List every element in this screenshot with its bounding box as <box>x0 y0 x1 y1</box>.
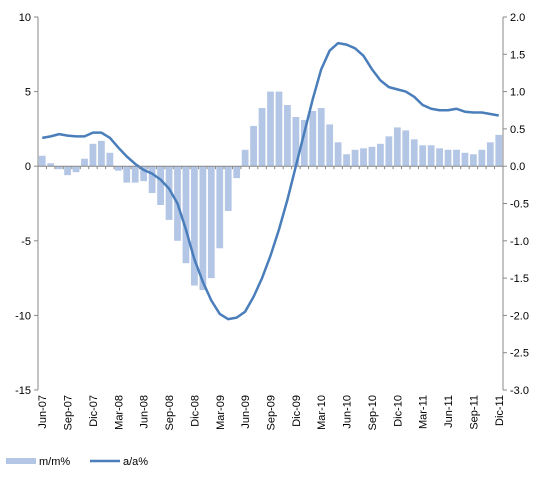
bar <box>114 166 122 171</box>
bar <box>461 152 469 167</box>
x-tick-label: Jun-09 <box>240 395 252 429</box>
bar <box>182 166 190 264</box>
bar <box>300 119 308 167</box>
bar <box>89 143 97 167</box>
y-tick-label: 10 <box>19 12 31 24</box>
bar <box>427 145 435 167</box>
x-tick-label: Jun-07 <box>37 395 49 429</box>
bar <box>131 166 139 183</box>
bar <box>72 166 80 173</box>
bar <box>258 108 266 167</box>
x-tick-label: Dic-10 <box>392 395 404 427</box>
bar <box>334 142 342 167</box>
bar <box>55 166 63 170</box>
bar <box>317 108 325 167</box>
bar <box>292 116 300 167</box>
x-tick-label: Dic-07 <box>88 395 100 427</box>
bar <box>377 143 384 167</box>
bar <box>284 105 291 167</box>
x-tick-label: Sep-10 <box>367 395 379 430</box>
x-tick-label: Mar-08 <box>113 395 125 430</box>
legend-label: m/m% <box>39 456 70 468</box>
x-tick-label: Mar-11 <box>418 395 430 429</box>
x-tick-label: Jun-08 <box>139 395 151 429</box>
y2-tick-label: -1.0 <box>510 236 529 248</box>
x-tick-label: Jun-10 <box>342 395 354 429</box>
line <box>42 41 499 321</box>
bar <box>81 158 88 167</box>
bar <box>351 149 359 167</box>
bar <box>267 91 274 167</box>
bar <box>478 149 486 167</box>
bar <box>385 136 393 167</box>
y2-tick-label: -1.5 <box>510 273 529 285</box>
y2-tick-label: 0.0 <box>510 161 525 173</box>
bar <box>98 140 105 167</box>
bar <box>47 163 55 167</box>
legend-swatch <box>6 458 36 464</box>
bar <box>241 149 249 167</box>
bar <box>326 124 334 167</box>
bar <box>470 154 477 167</box>
bar <box>495 134 503 167</box>
bar <box>436 148 443 167</box>
bar <box>393 127 401 167</box>
y-tick-label: -10 <box>15 310 31 322</box>
x-tick-label: Sep-07 <box>63 395 75 430</box>
x-tick-label: Dic-09 <box>291 395 303 427</box>
bar <box>453 149 460 167</box>
bar <box>157 166 164 205</box>
y2-tick-label: 1.0 <box>510 87 525 99</box>
bar <box>250 125 257 167</box>
bar <box>402 130 410 167</box>
bar <box>224 166 232 211</box>
y2-tick-label: -3.0 <box>510 385 529 397</box>
bar <box>309 110 317 167</box>
x-tick-label: Mar-09 <box>215 395 227 430</box>
x-tick-label: Sep-09 <box>266 395 278 430</box>
x-tick-label: Mar-10 <box>316 395 328 430</box>
bar <box>410 139 418 167</box>
y2-tick-label: -2.5 <box>510 348 529 360</box>
bar <box>191 166 198 286</box>
x-tick-label: Sep-11 <box>468 395 480 430</box>
bar <box>368 146 376 167</box>
bar <box>486 142 494 167</box>
y2-tick-label: 0.5 <box>510 124 525 136</box>
y2-tick-label: -2.0 <box>510 310 529 322</box>
bar <box>444 149 452 167</box>
bar <box>106 152 114 167</box>
bar <box>140 166 148 182</box>
y-tick-label: -5 <box>21 236 31 248</box>
bar <box>275 91 283 167</box>
bar <box>123 166 131 183</box>
bar <box>216 166 224 249</box>
y-tick-label: 0 <box>25 161 31 173</box>
bar <box>165 166 173 220</box>
bar <box>207 166 215 279</box>
legend-label: a/a% <box>123 456 148 468</box>
y-tick-label: -15 <box>15 385 31 397</box>
y2-tick-label: -0.5 <box>510 199 529 211</box>
bar <box>199 166 207 291</box>
bar <box>233 166 241 179</box>
y2-tick-label: 2.0 <box>510 12 525 24</box>
bar <box>148 166 156 194</box>
y-tick-label: 5 <box>25 87 31 99</box>
bar <box>38 155 46 167</box>
x-tick-label: Jun-11 <box>443 395 455 428</box>
bar <box>343 154 350 167</box>
x-tick-label: Dic-11 <box>494 395 506 426</box>
bar <box>419 145 427 167</box>
x-tick-label: Dic-08 <box>189 395 201 427</box>
bar <box>64 166 71 176</box>
x-tick-label: Sep-08 <box>164 395 176 430</box>
bar <box>360 148 367 167</box>
y2-tick-label: 1.5 <box>510 49 525 61</box>
